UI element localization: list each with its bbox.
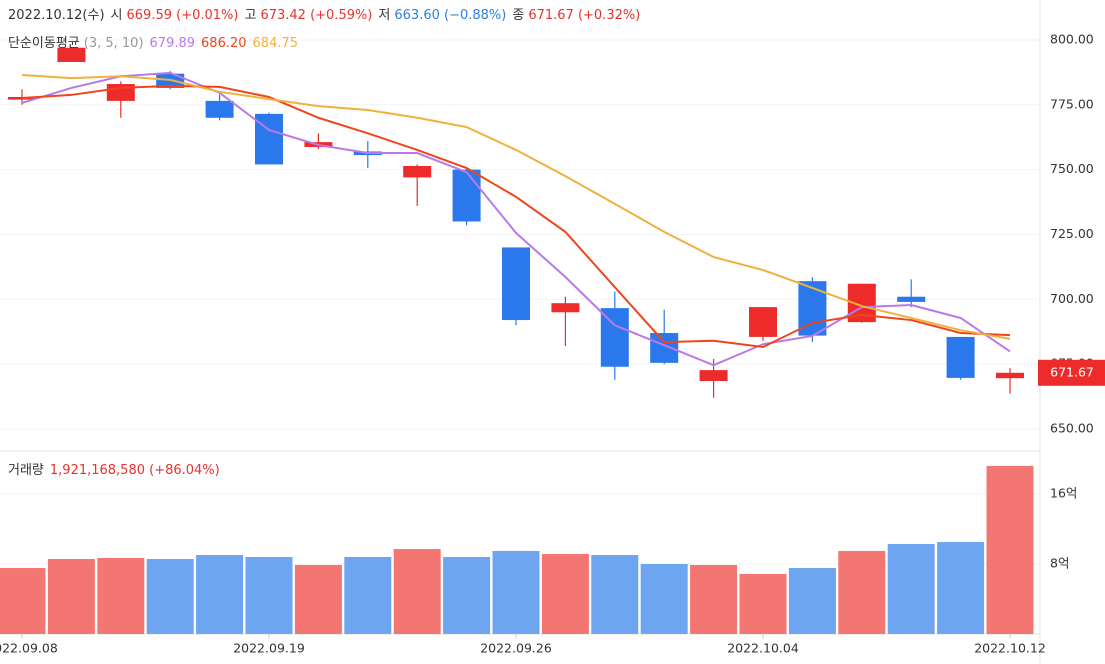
info-label: 종: [512, 8, 525, 23]
volume-bar: [344, 557, 392, 634]
volume-bar: [541, 554, 589, 634]
volume-bar: [492, 550, 540, 634]
info-label: 저: [378, 8, 391, 23]
volume-bar: [739, 573, 787, 634]
legend-title: 단순이동평균: [8, 36, 80, 51]
legend-value: 684.75: [252, 36, 299, 51]
x-tick-label: 2022.09.19: [233, 641, 305, 656]
candle-body: [551, 303, 580, 313]
y-tick-label: 8억: [1050, 556, 1069, 571]
volume-bar: [986, 465, 1034, 634]
ma-line: [21, 84, 1011, 349]
volume-bar: [196, 554, 244, 634]
info-label: 고: [244, 8, 257, 23]
y-tick-label: 750.00: [1050, 161, 1094, 176]
info-label: 시: [110, 8, 123, 23]
candle-body: [600, 308, 629, 367]
date: 2022.10.12(수): [8, 8, 105, 23]
volume-info: 거래량 1,921,168,580 (+86.04%): [8, 459, 226, 478]
volume-bar: [887, 543, 935, 634]
x-tick-label: 2022.09.26: [480, 641, 552, 656]
candle-body: [8, 97, 36, 100]
legend-periods: (3, 5, 10): [83, 36, 144, 51]
candle-body: [749, 307, 777, 337]
info-value: 671.67 (+0.32%): [528, 8, 641, 23]
volume-bar: [443, 557, 491, 634]
volume-bar: [640, 564, 688, 634]
price-tag-label: 671.67: [1050, 364, 1094, 379]
candle-body: [996, 372, 1024, 379]
candle-body: [205, 100, 234, 118]
y-tick-label: 800.00: [1050, 31, 1094, 46]
volume-bar: [294, 564, 342, 634]
volume-bar: [47, 559, 95, 634]
candle-body: [946, 336, 975, 378]
y-tick-label: 700.00: [1050, 291, 1094, 306]
volume-value: 1,921,168,580 (+86.04%): [49, 463, 220, 478]
volume-bar: [690, 564, 738, 634]
candle-body: [699, 370, 728, 382]
volume-bar: [937, 542, 985, 634]
candle-body: [502, 247, 530, 321]
ma-legend: 단순이동평균 (3, 5, 10) 679.89 686.20 684.75: [8, 32, 304, 51]
x-tick-label: 2022.10.12: [974, 641, 1046, 656]
candle-body: [57, 47, 86, 62]
info-value: 663.60 (−0.88%): [394, 8, 507, 23]
ma-line: [21, 73, 1011, 340]
volume-bar: [591, 554, 639, 634]
y-tick-label: 16억: [1050, 486, 1077, 501]
volume-bar: [0, 568, 46, 634]
volume-bar: [393, 549, 441, 634]
x-tick-label: 2022.10.04: [727, 641, 799, 656]
candle-body: [650, 333, 679, 363]
x-tick-label: 2022.09.08: [0, 641, 58, 656]
volume-bar: [788, 568, 836, 634]
volume-bar: [245, 557, 293, 634]
y-tick-label: 775.00: [1050, 96, 1094, 111]
candle-body: [897, 296, 926, 302]
y-tick-label: 725.00: [1050, 226, 1094, 241]
volume-bar: [146, 559, 194, 634]
candle-body: [452, 169, 481, 222]
info-value: 673.42 (+0.59%): [260, 8, 373, 23]
volume-title: 거래량: [8, 463, 44, 478]
legend-value: 686.20: [201, 36, 247, 51]
y-tick-label: 650.00: [1050, 420, 1094, 435]
candle-body: [403, 165, 432, 178]
price-info: 2022.10.12(수) 시 669.59 (+0.01%) 고 673.42 (+0…: [8, 4, 646, 23]
price-tag: [1038, 359, 1105, 386]
info-value: 669.59 (+0.01%): [126, 8, 239, 23]
legend-value: 679.89: [149, 36, 196, 51]
volume-bar: [838, 550, 886, 634]
volume-bar: [97, 557, 145, 634]
